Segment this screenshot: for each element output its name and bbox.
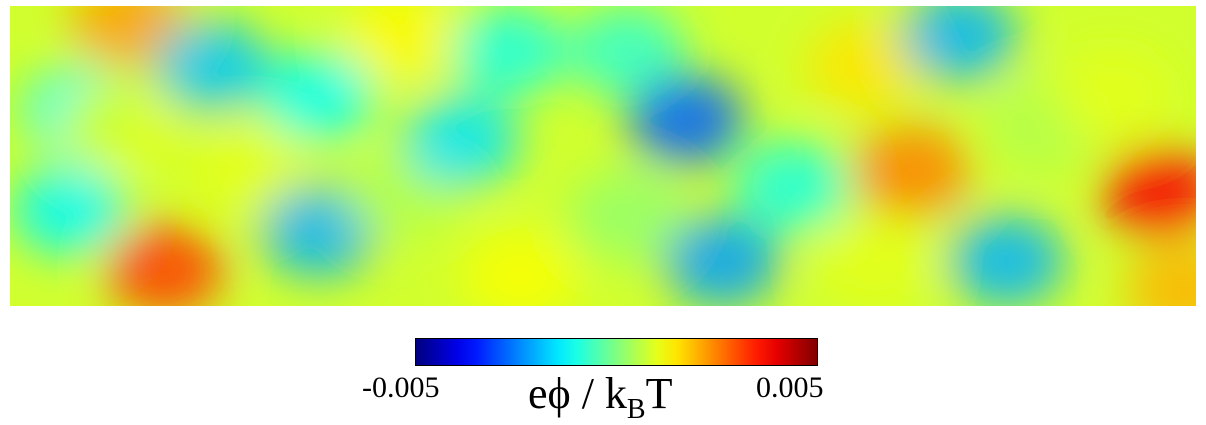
field-feature-17 [663,215,780,306]
field-feature-5 [153,20,270,112]
field-feature-11 [402,95,519,187]
colorbar-max-label: 0.005 [756,371,824,404]
potential-field-svg [10,6,1196,306]
field-feature-7 [260,50,377,142]
field-feature-9 [343,6,460,82]
colorbar-title-main: eϕ / k [528,369,627,418]
field-feature-15 [628,74,745,166]
field-feature-25 [1054,50,1171,142]
field-feature-6 [189,125,306,217]
field-feature-3 [11,164,128,256]
field-feature-2 [58,80,175,172]
colorbar-title-subscript: B [626,394,646,425]
field-feature-12 [450,6,567,97]
colorbar-gradient [416,339,817,365]
field-feature-26 [1102,146,1196,238]
field-feature-27 [1126,245,1196,306]
colorbar-min-label: -0.005 [362,371,440,404]
field-feature-16 [568,170,685,262]
field-feature-14 [568,6,685,97]
field-feature-20 [817,215,934,306]
field-feature-18 [734,140,851,232]
field-feature-22 [900,6,1017,82]
field-feature-19 [805,20,922,112]
field-feature-21 [853,125,970,217]
colorbar-title: eϕ / kBT [528,372,673,424]
field-feature-4 [106,224,223,306]
potential-field-map [10,6,1196,306]
colorbar [415,338,818,366]
colorbar-title-tail: T [645,369,673,418]
field-feature-13 [461,230,578,306]
field-feature-23 [948,215,1065,306]
